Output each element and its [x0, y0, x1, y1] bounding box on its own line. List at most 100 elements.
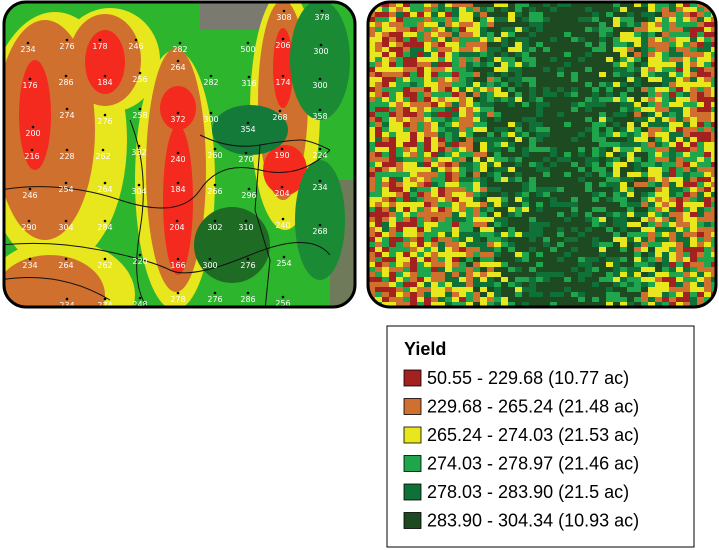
yield-cell — [543, 127, 550, 132]
yield-cell — [641, 292, 648, 297]
yield-cell — [683, 192, 690, 197]
yield-cell — [459, 82, 466, 87]
yield-cell — [459, 232, 466, 237]
yield-cell — [676, 187, 683, 192]
yield-cell — [515, 27, 522, 32]
yield-cell — [676, 117, 683, 122]
yield-cell — [648, 42, 655, 47]
yield-cell — [662, 22, 669, 27]
yield-cell — [389, 102, 396, 107]
yield-cell — [704, 137, 711, 142]
yield-cell — [396, 92, 403, 97]
point-marker — [31, 125, 35, 129]
yield-cell — [403, 7, 410, 12]
yield-cell — [711, 207, 716, 212]
yield-cell — [403, 237, 410, 242]
yield-cell — [697, 107, 704, 112]
yield-cell — [571, 127, 578, 132]
yield-cell — [697, 177, 704, 182]
yield-cell — [585, 147, 592, 152]
yield-cell — [613, 52, 620, 57]
yield-cell — [669, 57, 676, 62]
yield-cell — [368, 57, 375, 62]
yield-cell — [627, 82, 634, 87]
yield-cell — [487, 262, 494, 267]
yield-cell — [690, 252, 697, 257]
yield-cell — [508, 152, 515, 157]
yield-cell — [648, 297, 655, 302]
yield-cell — [648, 177, 655, 182]
yield-cell — [641, 162, 648, 167]
yield-cell — [697, 97, 704, 102]
yield-cell — [613, 172, 620, 177]
yield-cell — [704, 72, 711, 77]
yield-cell — [620, 267, 627, 272]
yield-cell — [655, 182, 662, 187]
yield-cell — [592, 67, 599, 72]
yield-cell — [536, 42, 543, 47]
yield-cell — [592, 242, 599, 247]
yield-cell — [515, 62, 522, 67]
point-label: 308 — [276, 13, 291, 22]
yield-cell — [592, 72, 599, 77]
yield-cell — [697, 192, 704, 197]
yield-cell — [452, 302, 459, 307]
yield-cell — [438, 52, 445, 57]
yield-cell — [620, 217, 627, 222]
yield-cell — [487, 222, 494, 227]
yield-cell — [543, 37, 550, 42]
yield-cell — [382, 302, 389, 307]
yield-cell — [487, 162, 494, 167]
yield-cell — [501, 222, 508, 227]
yield-cell — [578, 282, 585, 287]
yield-cell — [508, 292, 515, 297]
yield-cell — [389, 302, 396, 307]
yield-cell — [606, 92, 613, 97]
yield-cell — [648, 287, 655, 292]
yield-cell — [424, 82, 431, 87]
yield-cell — [571, 182, 578, 187]
yield-cell — [382, 32, 389, 37]
yield-cell — [382, 27, 389, 32]
yield-cell — [557, 302, 564, 307]
yield-cell — [368, 142, 375, 147]
map-frame — [2, 0, 357, 309]
yield-cell — [592, 262, 599, 267]
yield-cell — [641, 42, 648, 47]
yield-cell — [501, 177, 508, 182]
yield-cell — [641, 217, 648, 222]
yield-cell — [487, 147, 494, 152]
yield-cell — [655, 197, 662, 202]
yield-cell — [515, 222, 522, 227]
legend-swatch — [403, 369, 422, 387]
yield-cell — [466, 197, 473, 202]
yield-cell — [382, 187, 389, 192]
yield-cell — [557, 17, 564, 22]
yield-cell — [431, 207, 438, 212]
yield-cell — [452, 37, 459, 42]
yield-cell — [466, 167, 473, 172]
yield-cell — [613, 142, 620, 147]
yield-cell — [424, 237, 431, 242]
yield-cell — [606, 2, 613, 7]
yield-cell — [417, 117, 424, 122]
point-marker — [101, 148, 105, 152]
yield-cell — [613, 212, 620, 217]
yield-cell — [494, 192, 501, 197]
yield-cell — [501, 52, 508, 57]
yield-cell — [529, 27, 536, 32]
yield-cell — [431, 82, 438, 87]
yield-cell — [606, 252, 613, 257]
yield-cell — [662, 122, 669, 127]
yield-cell — [550, 77, 557, 82]
yield-cell — [452, 102, 459, 107]
yield-cell — [655, 257, 662, 262]
yield-cell — [662, 47, 669, 52]
yield-cell — [578, 72, 585, 77]
yield-cell — [683, 272, 690, 277]
yield-cell — [585, 292, 592, 297]
yield-cell — [613, 167, 620, 172]
yield-cell — [494, 102, 501, 107]
yield-cell — [424, 132, 431, 137]
yield-cell — [410, 42, 417, 47]
